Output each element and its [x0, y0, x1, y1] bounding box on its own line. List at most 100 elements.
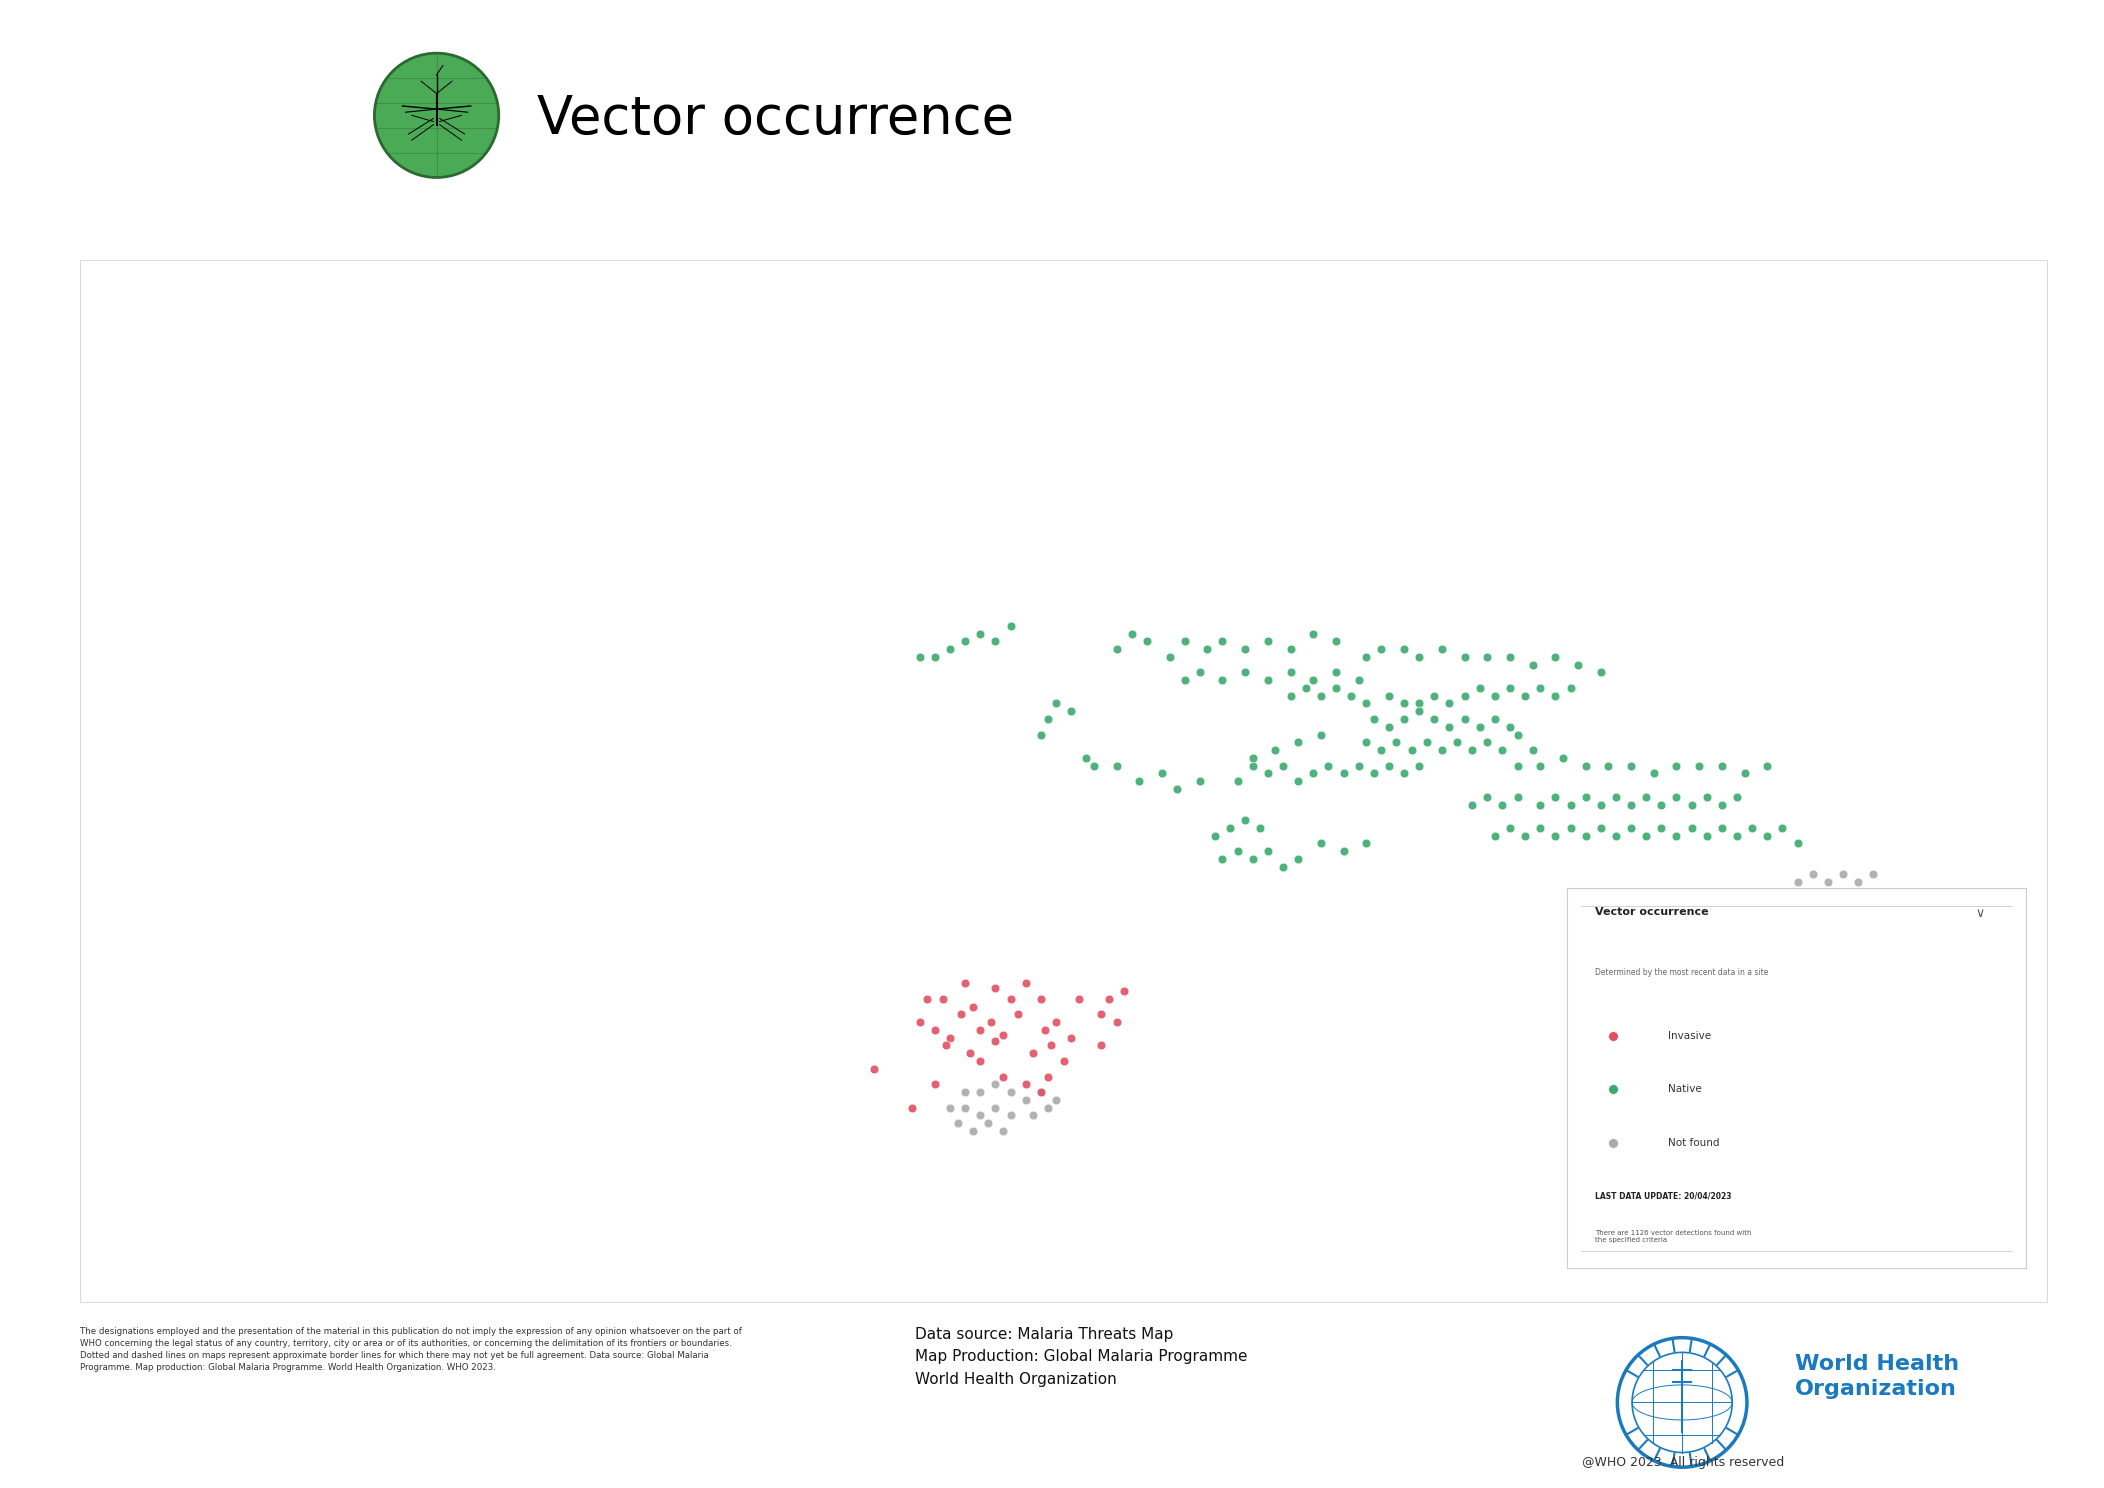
- Point: [1063, 987, 1096, 1010]
- Point: [1940, 1189, 1974, 1213]
- Text: @WHO 2023. All rights reserved: @WHO 2023. All rights reserved: [1582, 1455, 1784, 1469]
- Point: [1153, 644, 1187, 668]
- Point: [1296, 622, 1330, 646]
- Point: [953, 1042, 987, 1065]
- Point: [1252, 629, 1286, 653]
- Point: [1220, 769, 1254, 793]
- Point: [1342, 668, 1376, 692]
- Point: [1660, 824, 1694, 848]
- Point: [1168, 668, 1201, 692]
- Point: [1328, 762, 1361, 786]
- Point: [1523, 754, 1557, 778]
- Point: [1048, 1049, 1081, 1073]
- Point: [1931, 1150, 1965, 1174]
- Point: [1029, 1018, 1063, 1042]
- Point: [928, 1034, 962, 1058]
- Point: [1107, 979, 1140, 1003]
- Point: [1925, 1196, 1959, 1220]
- Point: [978, 1028, 1012, 1052]
- Point: [1403, 754, 1437, 778]
- Point: [1925, 1119, 1959, 1143]
- Text: LAST DATA UPDATE: 20/04/2023: LAST DATA UPDATE: 20/04/2023: [1595, 1192, 1732, 1201]
- Point: [1570, 784, 1603, 808]
- Point: [1765, 815, 1799, 839]
- Point: [1031, 1065, 1065, 1089]
- Point: [1387, 692, 1420, 716]
- Point: [1441, 731, 1475, 754]
- Point: [978, 629, 1012, 653]
- Point: [1515, 738, 1549, 762]
- Point: [1494, 676, 1528, 699]
- Point: [1570, 824, 1603, 848]
- Point: [1016, 1042, 1050, 1065]
- Point: [949, 629, 983, 653]
- Point: [1229, 661, 1262, 684]
- Point: [1403, 644, 1437, 668]
- Text: Vector occurrence: Vector occurrence: [1595, 908, 1708, 917]
- Point: [964, 1104, 997, 1128]
- Point: [972, 1112, 1006, 1135]
- Point: [1780, 870, 1814, 894]
- Point: [1372, 714, 1405, 738]
- Point: [1069, 745, 1102, 769]
- Point: [1387, 707, 1420, 731]
- Point: [1235, 754, 1269, 778]
- Point: [1039, 1088, 1073, 1112]
- Point: [1395, 738, 1429, 762]
- Point: [1433, 692, 1466, 716]
- Point: [1614, 815, 1647, 839]
- Point: [1946, 1143, 1980, 1167]
- Point: [1538, 644, 1572, 668]
- Point: [1243, 815, 1277, 839]
- Point: [1946, 1174, 1980, 1198]
- Text: The designations employed and the presentation of the material in this publicati: The designations employed and the presen…: [80, 1327, 743, 1372]
- Point: [1349, 644, 1382, 668]
- Point: [1908, 1189, 1942, 1213]
- Point: [1969, 1189, 2003, 1213]
- Point: [1462, 676, 1496, 699]
- Point: [964, 622, 997, 646]
- Point: [1334, 684, 1368, 708]
- Point: [1797, 863, 1830, 887]
- Point: [1424, 738, 1458, 762]
- Point: [1025, 723, 1058, 747]
- Point: [1410, 731, 1443, 754]
- Point: [1523, 676, 1557, 699]
- Point: [978, 976, 1012, 1000]
- Point: [1494, 644, 1528, 668]
- Point: [1448, 707, 1481, 731]
- Point: [1319, 676, 1353, 699]
- Point: [858, 1056, 892, 1080]
- Point: [1864, 1135, 1898, 1159]
- Point: [1456, 793, 1490, 817]
- Point: [987, 1022, 1020, 1046]
- Point: [1471, 644, 1504, 668]
- Point: [1002, 1003, 1035, 1027]
- Point: [1683, 754, 1717, 778]
- Point: [1599, 784, 1633, 808]
- Point: [1252, 839, 1286, 863]
- Point: [1704, 754, 1738, 778]
- Point: [1485, 738, 1519, 762]
- Point: [1206, 847, 1239, 870]
- Point: [1380, 731, 1414, 754]
- Point: [1365, 637, 1399, 661]
- Point: [1721, 784, 1755, 808]
- Point: [949, 1080, 983, 1104]
- Point: [1812, 1150, 1845, 1174]
- Point: [1214, 815, 1248, 839]
- Point: [1931, 1174, 1965, 1198]
- Point: [1584, 793, 1618, 817]
- Point: [1010, 972, 1044, 995]
- Point: [1477, 684, 1511, 708]
- Point: [1538, 684, 1572, 708]
- Point: [1267, 754, 1300, 778]
- Point: [1077, 754, 1111, 778]
- Point: [1523, 793, 1557, 817]
- Text: Vector occurrence: Vector occurrence: [537, 94, 1014, 144]
- Point: [1349, 692, 1382, 716]
- Circle shape: [375, 54, 499, 177]
- Point: [1628, 824, 1662, 848]
- Text: Data source: Malaria Threats Map
Map Production: Global Malaria Programme
World : Data source: Malaria Threats Map Map Pro…: [915, 1327, 1248, 1387]
- Point: [1182, 661, 1216, 684]
